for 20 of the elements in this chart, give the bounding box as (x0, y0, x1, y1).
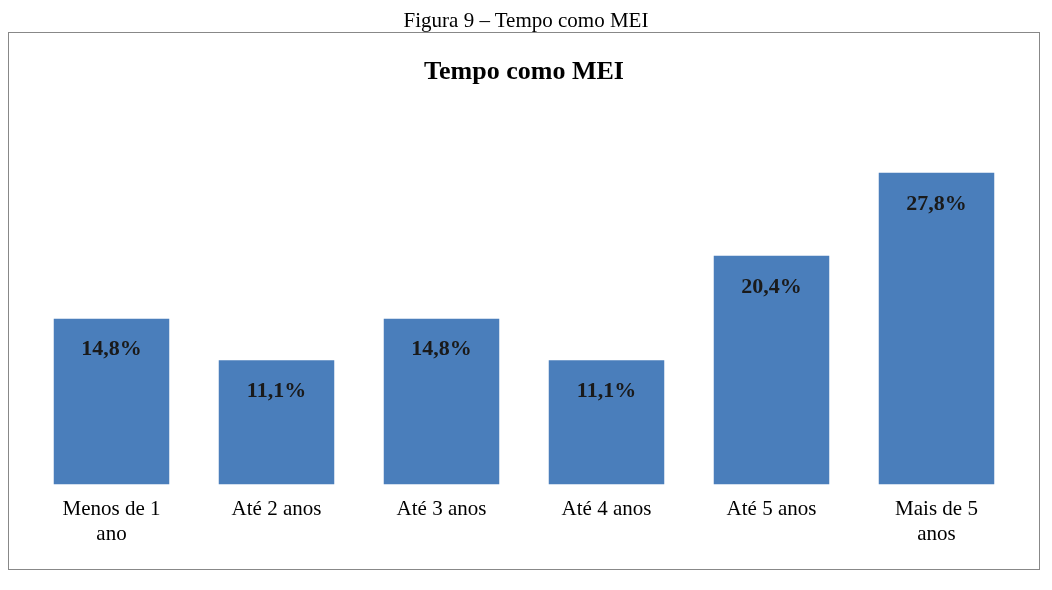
data-label: 11,1% (576, 376, 637, 402)
x-tick-label: Menos de 1 ano (62, 495, 161, 545)
x-tick-label: Mais de 5 anos (895, 495, 978, 545)
chart-title: Tempo como MEI (424, 56, 624, 86)
data-label: 14,8% (81, 335, 142, 361)
bar (878, 172, 995, 485)
x-tick-label: Até 3 anos (396, 495, 487, 520)
data-label: 11,1% (246, 376, 307, 402)
text: Figura 9 – Tempo como MEI (402, 8, 650, 32)
bar (218, 360, 335, 485)
x-tick-label: Até 2 anos (231, 495, 322, 520)
x-tick-label: Até 4 anos (561, 495, 652, 520)
data-label: 20,4% (741, 272, 802, 298)
data-label: 27,8% (906, 189, 967, 215)
bar (713, 255, 830, 485)
bar (383, 318, 500, 485)
bar (548, 360, 665, 485)
x-tick-label: Até 5 anos (726, 495, 817, 520)
bar (53, 318, 170, 485)
data-label: 14,8% (411, 335, 472, 361)
